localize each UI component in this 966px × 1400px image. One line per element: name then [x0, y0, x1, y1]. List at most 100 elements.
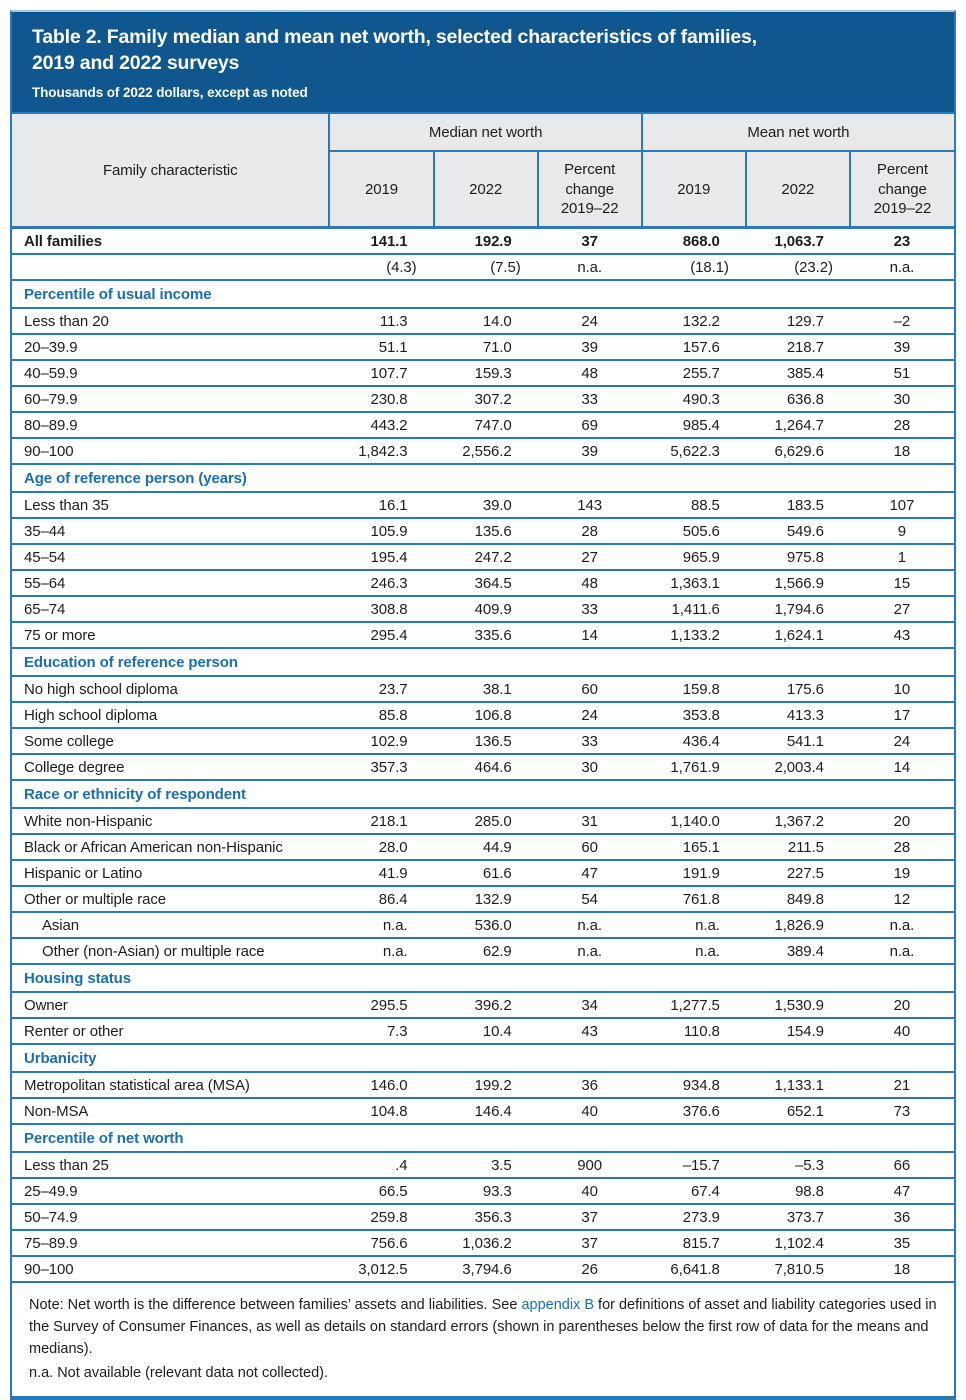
- value-cell: 396.2: [474, 996, 512, 1014]
- value-cell: 98.8: [795, 1182, 824, 1200]
- value-cell: 541.1: [786, 732, 824, 750]
- value-cell: 3,794.6: [462, 1260, 512, 1278]
- row-label: College degree: [24, 758, 125, 776]
- value-cell: n.a.: [695, 942, 720, 960]
- value-cell: 211.5: [787, 838, 824, 856]
- value-cell: 1,102.4: [774, 1234, 824, 1252]
- value-cell: 23: [893, 232, 911, 250]
- mean-2022-header: 2022: [745, 151, 851, 230]
- value-cell: 110.8: [683, 1022, 720, 1040]
- value-cell: 2,556.2: [462, 442, 512, 460]
- value-cell: 28: [581, 522, 598, 540]
- value-cell: 1,624.1: [774, 626, 824, 644]
- value-cell: 295.4: [370, 626, 408, 644]
- value-cell: 67.4: [690, 1182, 720, 1200]
- row-label: 80–89.9: [24, 416, 78, 434]
- value-cell: (18.1): [690, 258, 729, 276]
- table-row: 90–100 3,012.5 3,794.6 26 6,641.8 7,810.5 18: [12, 1256, 954, 1281]
- value-cell: 47: [893, 1182, 911, 1200]
- value-cell: 33: [581, 390, 598, 408]
- value-cell: n.a.: [695, 916, 720, 934]
- value-cell: 199.2: [474, 1076, 512, 1094]
- note-text-after-link: for definitions of asset and liability c…: [29, 1297, 937, 1357]
- value-cell: 373.7: [786, 1208, 824, 1226]
- row-label: 65–74: [24, 600, 66, 618]
- row-label: Renter or other: [24, 1022, 124, 1040]
- row-label: 45–54: [24, 548, 66, 566]
- value-cell: 106.8: [474, 706, 512, 724]
- value-cell: 40: [581, 1182, 598, 1200]
- value-cell: 129.7: [786, 312, 824, 330]
- value-cell: 43: [581, 1022, 598, 1040]
- table-row: 90–100 1,842.3 2,556.2 39 5,622.3 6,629.6 18: [12, 438, 954, 464]
- value-cell: 357.3: [370, 758, 408, 776]
- value-cell: 6,641.8: [670, 1260, 720, 1278]
- row-label: All families: [24, 232, 102, 250]
- value-cell: 20: [893, 996, 911, 1014]
- value-cell: 900: [577, 1156, 603, 1174]
- value-cell: 1,566.9: [774, 574, 824, 592]
- section-header-row: Urbanicity: [12, 1044, 954, 1072]
- row-label: Some college: [24, 732, 114, 750]
- value-cell: 15: [893, 574, 911, 592]
- section-header-row: Age of reference person (years): [12, 464, 954, 492]
- row-label: 20–39.9: [24, 338, 78, 356]
- value-cell: 2,003.4: [774, 758, 824, 776]
- value-cell: 132.2: [682, 312, 720, 330]
- value-cell: 849.8: [786, 890, 824, 908]
- table-row: Other (non-Asian) or multiple race n.a. 62…: [12, 938, 954, 964]
- value-cell: 9: [897, 522, 907, 540]
- median-2022-header: 2022: [433, 151, 539, 230]
- appendix-b-link[interactable]: appendix B: [521, 1297, 595, 1314]
- header-group-row: Family characteristic Median net worth M…: [12, 114, 954, 230]
- value-cell: 159.8: [682, 680, 720, 698]
- value-cell: 1: [897, 548, 907, 566]
- value-cell: 246.3: [370, 574, 408, 592]
- value-cell: 308.8: [370, 600, 408, 618]
- value-cell: 1,411.6: [671, 600, 720, 618]
- value-cell: 307.2: [474, 390, 512, 408]
- value-cell: –15.7: [682, 1156, 720, 1174]
- row-label: 55–64: [24, 574, 66, 592]
- row-label: Less than 20: [24, 312, 109, 330]
- value-cell: 16.1: [378, 496, 408, 514]
- value-cell: 17: [893, 706, 911, 724]
- value-cell: 10: [893, 680, 911, 698]
- value-cell: 33: [581, 600, 598, 618]
- value-cell: 18: [893, 1260, 911, 1278]
- row-label: 50–74.9: [24, 1208, 78, 1226]
- value-cell: 62.9: [482, 942, 512, 960]
- header-year-row: 2019 2022 Percent change 2019–22 2019 20…: [12, 151, 954, 230]
- note-text-before-link: Note: Net worth is the difference betwee…: [29, 1297, 522, 1314]
- value-cell: 443.2: [370, 416, 408, 434]
- value-cell: 93.3: [482, 1182, 512, 1200]
- table-row: Metropolitan statistical area (MSA) 146.0…: [12, 1072, 954, 1098]
- value-cell: 31: [581, 812, 598, 830]
- table-row: Less than 35 16.1 39.0 143 88.5 183.5 107: [12, 492, 954, 518]
- value-cell: 356.3: [474, 1208, 512, 1226]
- value-cell: 41.9: [378, 864, 408, 882]
- value-cell: 1,794.6: [774, 600, 824, 618]
- row-label: Non-MSA: [24, 1102, 89, 1120]
- value-cell: 33: [581, 732, 598, 750]
- value-cell: 505.6: [682, 522, 720, 540]
- value-cell: 88.5: [690, 496, 720, 514]
- value-cell: 191.9: [682, 864, 720, 882]
- value-cell: 36: [581, 1076, 598, 1094]
- table-row: White non-Hispanic 218.1 285.0 31 1,140.0 1,3…: [12, 808, 954, 834]
- table-row: 45–54 195.4 247.2 27 965.9 975.8 1: [12, 544, 954, 570]
- value-cell: 24: [893, 732, 911, 750]
- value-cell: 43: [893, 626, 911, 644]
- section-header: Housing status: [24, 969, 131, 987]
- section-header-row: Percentile of net worth: [12, 1124, 954, 1152]
- value-cell: 761.8: [682, 890, 720, 908]
- value-cell: 136.5: [474, 732, 512, 750]
- section-header: Percentile of net worth: [24, 1129, 184, 1147]
- value-cell: 24: [581, 312, 598, 330]
- value-cell: 756.6: [370, 1234, 408, 1252]
- value-cell: 47: [581, 864, 598, 882]
- value-cell: 376.6: [682, 1102, 720, 1120]
- value-cell: 409.9: [474, 600, 512, 618]
- value-cell: 21: [893, 1076, 911, 1094]
